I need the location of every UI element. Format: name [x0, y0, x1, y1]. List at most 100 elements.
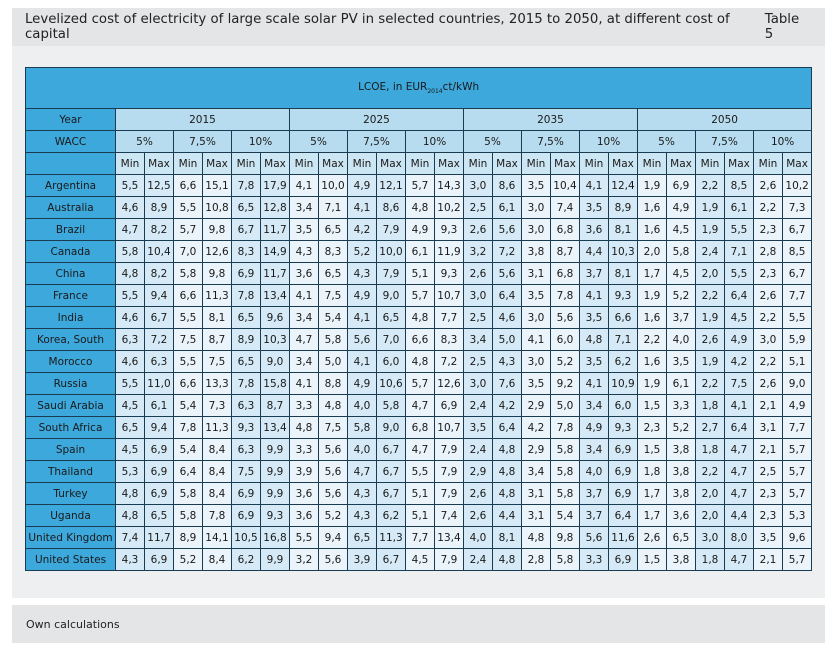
lcoe-value: 5,8 — [376, 394, 406, 417]
lcoe-value: 1,8 — [695, 394, 725, 417]
lcoe-value: 1,5 — [637, 394, 667, 417]
lcoe-value: 14,1 — [202, 526, 232, 549]
lcoe-value: 7,6 — [492, 372, 522, 395]
lcoe-value: 1,9 — [695, 306, 725, 329]
lcoe-value: 7,7 — [405, 526, 435, 549]
lcoe-value: 3,1 — [521, 504, 551, 527]
lcoe-value: 6,9 — [231, 482, 261, 505]
lcoe-value: 4,7 — [289, 328, 319, 351]
lcoe-value: 5,1 — [405, 482, 435, 505]
lcoe-value: 6,3 — [231, 438, 261, 461]
lcoe-value: 4,1 — [289, 372, 319, 395]
lcoe-value: 8,9 — [144, 196, 174, 219]
lcoe-value: 9,9 — [260, 460, 290, 483]
lcoe-value: 1,7 — [637, 482, 667, 505]
lcoe-value: 10,7 — [434, 416, 464, 439]
lcoe-value: 6,7 — [376, 460, 406, 483]
lcoe-value: 13,3 — [202, 372, 232, 395]
lcoe-value: 7,8 — [550, 416, 580, 439]
lcoe-value: 7,7 — [781, 284, 813, 307]
lcoe-value: 5,7 — [405, 284, 435, 307]
lcoe-value: 10,4 — [144, 240, 174, 263]
lcoe-value: 4,1 — [347, 306, 377, 329]
lcoe-value: 7,2 — [434, 350, 464, 373]
wacc-header: 5% — [463, 130, 522, 153]
lcoe-value: 5,7 — [405, 372, 435, 395]
lcoe-value: 5,8 — [173, 262, 203, 285]
table-row: Turkey 4,8 6,9 5,8 8,4 6,9 9,9 3,6 5,6 4,3 6,7 5,1 7… — [25, 482, 813, 505]
minmax-corner — [25, 152, 116, 175]
lcoe-value: 9,0 — [781, 372, 813, 395]
lcoe-value: 5,0 — [318, 350, 348, 373]
lcoe-value: 4,9 — [347, 174, 377, 197]
lcoe-value: 2,2 — [695, 284, 725, 307]
lcoe-value: 3,9 — [289, 460, 319, 483]
lcoe-value: 5,5 — [173, 306, 203, 329]
lcoe-value: 1,6 — [637, 350, 667, 373]
lcoe-value: 2,6 — [753, 284, 783, 307]
country-name: Australia — [25, 196, 116, 219]
lcoe-value: 6,7 — [231, 218, 261, 241]
lcoe-value: 6,7 — [376, 438, 406, 461]
lcoe-value: 10,9 — [608, 372, 638, 395]
lcoe-value: 3,8 — [666, 482, 696, 505]
lcoe-value: 1,9 — [637, 284, 667, 307]
lcoe-value: 5,4 — [173, 438, 203, 461]
lcoe-value: 6,5 — [144, 504, 174, 527]
lcoe-value: 7,0 — [173, 240, 203, 263]
lcoe-value: 6,1 — [144, 394, 174, 417]
lcoe-value: 9,4 — [144, 416, 174, 439]
lcoe-value: 8,4 — [202, 548, 232, 571]
min-header: Min — [521, 152, 551, 175]
lcoe-value: 4,1 — [579, 372, 609, 395]
lcoe-value: 2,8 — [753, 240, 783, 263]
lcoe-value: 4,0 — [666, 328, 696, 351]
lcoe-value: 2,6 — [463, 482, 493, 505]
lcoe-value: 6,6 — [173, 372, 203, 395]
wacc-header: 10% — [231, 130, 290, 153]
lcoe-value: 3,5 — [463, 416, 493, 439]
lcoe-value: 8,3 — [231, 240, 261, 263]
lcoe-value: 7,9 — [434, 482, 464, 505]
lcoe-value: 1,8 — [695, 438, 725, 461]
lcoe-value: 2,4 — [463, 548, 493, 571]
lcoe-value: 5,5 — [781, 306, 813, 329]
lcoe-value: 6,0 — [608, 394, 638, 417]
lcoe-value: 3,0 — [463, 372, 493, 395]
lcoe-value: 3,5 — [579, 196, 609, 219]
year-header: 2015 — [115, 108, 290, 131]
lcoe-value: 7,8 — [173, 416, 203, 439]
lcoe-value: 6,4 — [724, 284, 754, 307]
max-header: Max — [260, 152, 290, 175]
lcoe-value: 7,1 — [724, 240, 754, 263]
country-name: France — [25, 284, 116, 307]
lcoe-value: 9,3 — [608, 284, 638, 307]
lcoe-value: 11,6 — [608, 526, 638, 549]
lcoe-value: 6,0 — [376, 350, 406, 373]
lcoe-value: 5,1 — [405, 262, 435, 285]
country-name: Canada — [25, 240, 116, 263]
lcoe-value: 6,8 — [550, 262, 580, 285]
table-row: Russia 5,5 11,0 6,6 13,3 7,8 15,8 4,1 8,8 4,9 10,6… — [25, 372, 813, 395]
lcoe-value: 5,5 — [724, 218, 754, 241]
lcoe-value: 4,1 — [579, 284, 609, 307]
lcoe-value: 15,1 — [202, 174, 232, 197]
lcoe-value: 2,9 — [521, 394, 551, 417]
lcoe-value: 7,4 — [434, 504, 464, 527]
country-name: Saudi Arabia — [25, 394, 116, 417]
lcoe-value: 9,8 — [202, 262, 232, 285]
min-header: Min — [231, 152, 261, 175]
country-name: Uganda — [25, 504, 116, 527]
lcoe-value: 4,3 — [347, 482, 377, 505]
lcoe-value: 7,7 — [781, 416, 813, 439]
lcoe-value: 4,9 — [724, 328, 754, 351]
lcoe-value: 2,0 — [695, 482, 725, 505]
lcoe-value: 5,7 — [781, 482, 813, 505]
lcoe-value: 7,5 — [202, 350, 232, 373]
lcoe-value: 8,6 — [492, 174, 522, 197]
lcoe-value: 3,1 — [753, 416, 783, 439]
lcoe-value: 8,3 — [434, 328, 464, 351]
wacc-header: 7,5% — [347, 130, 406, 153]
lcoe-value: 3,7 — [579, 482, 609, 505]
lcoe-value: 4,1 — [289, 284, 319, 307]
